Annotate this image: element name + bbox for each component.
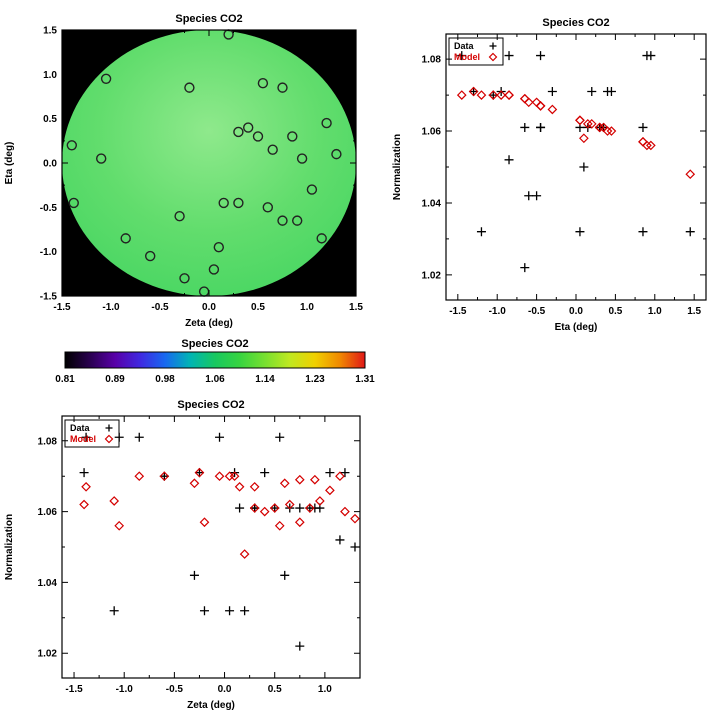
svg-text:0.0: 0.0: [569, 306, 583, 317]
svg-text:Eta (deg): Eta (deg): [555, 322, 598, 333]
svg-text:Normalization: Normalization: [392, 134, 403, 200]
svg-text:-0.5: -0.5: [528, 306, 546, 317]
svg-text:1.04: 1.04: [38, 578, 58, 589]
svg-text:Species CO2: Species CO2: [542, 17, 609, 29]
svg-text:0.0: 0.0: [218, 684, 232, 695]
norm-vs-eta-plot: -1.5 -1.0 -0.5 0.0 0.5 1.0 1.5 1.02 1.04 1.06 1.08…: [392, 17, 707, 333]
svg-text:1.0: 1.0: [318, 684, 332, 695]
svg-text:Model: Model: [454, 52, 480, 62]
svg-text:0.81: 0.81: [55, 374, 75, 385]
svg-text:1.02: 1.02: [38, 649, 58, 660]
norm-vs-zeta-plot: -1.5 -1.0 -0.5 0.0 0.5 1.0 1.02 1.04 1.06 1.08 Spe…: [4, 399, 361, 711]
svg-text:1.5: 1.5: [349, 302, 363, 313]
svg-text:0.5: 0.5: [608, 306, 622, 317]
svg-text:1.06: 1.06: [38, 507, 58, 518]
svg-text:Zeta (deg): Zeta (deg): [185, 318, 233, 329]
svg-text:-1.0: -1.0: [40, 247, 58, 258]
colorbar: Species CO2 0.81 0.89 0.98 1.06 1.14 1.23 1.31: [55, 338, 375, 385]
svg-text:1.0: 1.0: [43, 70, 57, 81]
svg-text:Eta (deg): Eta (deg): [4, 142, 15, 185]
svg-text:-1.5: -1.5: [449, 306, 467, 317]
svg-text:Data: Data: [454, 41, 475, 51]
svg-text:1.06: 1.06: [205, 374, 225, 385]
svg-text:-1.0: -1.0: [116, 684, 134, 695]
svg-text:-0.5: -0.5: [40, 203, 58, 214]
svg-text:-0.5: -0.5: [166, 684, 184, 695]
svg-text:1.04: 1.04: [422, 198, 442, 209]
svg-text:1.0: 1.0: [300, 302, 314, 313]
svg-text:1.06: 1.06: [422, 127, 442, 138]
norm-vs-zeta-panel: -1.5 -1.0 -0.5 0.0 0.5 1.0 1.02 1.04 1.06 1.08 Spe…: [0, 392, 384, 725]
svg-text:-1.0: -1.0: [489, 306, 507, 317]
svg-text:1.08: 1.08: [422, 55, 442, 66]
svg-text:Normalization: Normalization: [4, 514, 15, 580]
svg-text:1.02: 1.02: [422, 270, 442, 281]
svg-text:0.5: 0.5: [268, 684, 282, 695]
colorbar-panel: Species CO2 0.81 0.89 0.98 1.06 1.14 1.23 1.31: [30, 336, 400, 397]
svg-text:0.5: 0.5: [251, 302, 265, 313]
svg-text:-0.5: -0.5: [151, 302, 169, 313]
svg-text:1.5: 1.5: [43, 26, 57, 37]
svg-text:0.0: 0.0: [43, 159, 57, 170]
svg-text:Zeta (deg): Zeta (deg): [187, 700, 235, 711]
svg-text:0.5: 0.5: [43, 114, 57, 125]
svg-text:0.98: 0.98: [155, 374, 175, 385]
svg-text:Species CO2: Species CO2: [177, 399, 244, 411]
norm-vs-eta-panel: -1.5 -1.0 -0.5 0.0 0.5 1.0 1.5 1.02 1.04 1.06 1.08…: [388, 4, 718, 345]
svg-text:-1.0: -1.0: [102, 302, 120, 313]
svg-text:0.0: 0.0: [202, 302, 216, 313]
svg-text:-1.5: -1.5: [40, 292, 58, 303]
svg-text:Species CO2: Species CO2: [181, 338, 248, 350]
field-map-plot: -1.5 -1.0 -0.5 0.0 0.5 1.0 1.5 -1.5 -1.0 -0.5 0.0 0…: [4, 13, 363, 329]
svg-text:1.14: 1.14: [255, 374, 275, 385]
svg-text:Data: Data: [70, 423, 91, 433]
svg-text:1.08: 1.08: [38, 436, 58, 447]
svg-text:Model: Model: [70, 434, 96, 444]
svg-text:1.31: 1.31: [355, 374, 375, 385]
field-map-panel: -1.5 -1.0 -0.5 0.0 0.5 1.0 1.5 -1.5 -1.0 -0.5 0.0 0…: [0, 4, 384, 349]
svg-text:-1.5: -1.5: [65, 684, 83, 695]
svg-text:0.89: 0.89: [105, 374, 125, 385]
svg-text:1.5: 1.5: [687, 306, 701, 317]
svg-text:-1.5: -1.5: [53, 302, 71, 313]
svg-text:1.23: 1.23: [305, 374, 325, 385]
svg-text:Species CO2: Species CO2: [175, 13, 242, 25]
svg-text:1.0: 1.0: [648, 306, 662, 317]
